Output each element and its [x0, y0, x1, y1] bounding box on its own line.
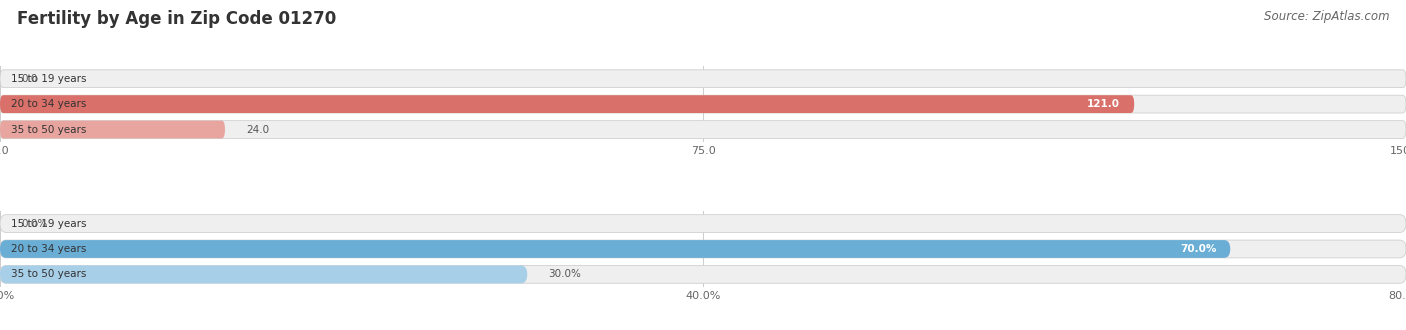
- FancyBboxPatch shape: [0, 266, 1406, 283]
- Text: Fertility by Age in Zip Code 01270: Fertility by Age in Zip Code 01270: [17, 10, 336, 28]
- FancyBboxPatch shape: [0, 215, 1406, 232]
- Text: Source: ZipAtlas.com: Source: ZipAtlas.com: [1264, 10, 1389, 23]
- FancyBboxPatch shape: [0, 95, 1135, 113]
- FancyBboxPatch shape: [0, 70, 1406, 87]
- FancyBboxPatch shape: [0, 121, 225, 138]
- Text: 24.0: 24.0: [246, 124, 269, 135]
- Text: 121.0: 121.0: [1087, 99, 1121, 109]
- Text: 0.0: 0.0: [21, 74, 38, 84]
- Text: 30.0%: 30.0%: [548, 269, 581, 280]
- FancyBboxPatch shape: [0, 266, 527, 283]
- Text: 15 to 19 years: 15 to 19 years: [11, 74, 87, 84]
- FancyBboxPatch shape: [0, 240, 1230, 258]
- Text: 20 to 34 years: 20 to 34 years: [11, 244, 87, 254]
- FancyBboxPatch shape: [0, 95, 1406, 113]
- Text: 70.0%: 70.0%: [1180, 244, 1216, 254]
- Text: 35 to 50 years: 35 to 50 years: [11, 269, 87, 280]
- Text: 35 to 50 years: 35 to 50 years: [11, 124, 87, 135]
- Text: 0.0%: 0.0%: [21, 218, 48, 229]
- FancyBboxPatch shape: [0, 121, 1406, 138]
- Text: 20 to 34 years: 20 to 34 years: [11, 99, 87, 109]
- FancyBboxPatch shape: [0, 240, 1406, 258]
- Text: 15 to 19 years: 15 to 19 years: [11, 218, 87, 229]
